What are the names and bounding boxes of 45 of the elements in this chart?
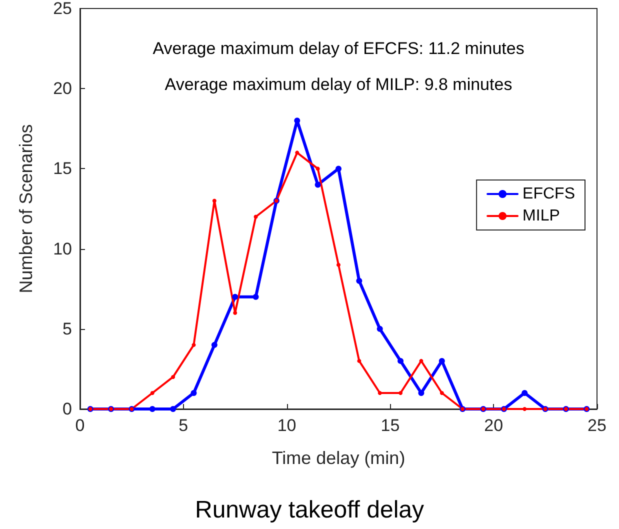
y-tick-label: 10 xyxy=(53,239,72,258)
annotation: Average maximum delay of EFCFS: 11.2 minutes xyxy=(152,39,524,58)
point xyxy=(356,278,362,284)
legend-label: MILP xyxy=(522,208,560,224)
point xyxy=(378,390,382,395)
y-axis-title: Number of Scenarios xyxy=(16,124,36,294)
point xyxy=(211,342,218,348)
text: Runway takeoff delay xyxy=(194,496,424,524)
point xyxy=(252,294,259,300)
point xyxy=(522,407,527,411)
x-tick-label: 25 xyxy=(588,416,606,435)
legend-label: EFCFS xyxy=(522,186,576,202)
point xyxy=(316,166,320,171)
annotation: Average maximum delay of MILP: 9.8 minutes xyxy=(164,75,512,94)
point xyxy=(398,358,404,364)
point xyxy=(314,182,321,188)
point xyxy=(376,326,383,332)
x-axis-title: Time delay (min) xyxy=(272,448,406,468)
point xyxy=(440,390,444,395)
x-tick-label: 0 xyxy=(75,416,85,435)
point xyxy=(233,310,238,315)
x-tick-label: 5 xyxy=(178,416,188,435)
point xyxy=(149,406,156,412)
y-tick-label: 15 xyxy=(53,159,72,178)
point xyxy=(170,406,176,412)
point xyxy=(150,390,154,395)
x-tick-label: 10 xyxy=(277,416,296,435)
y-tick-label: 20 xyxy=(53,79,72,98)
point xyxy=(232,294,238,300)
y-tick-label: 25 xyxy=(53,0,72,18)
point xyxy=(254,214,258,219)
point xyxy=(398,390,403,395)
point xyxy=(192,342,196,347)
point xyxy=(171,374,176,379)
point xyxy=(212,198,216,203)
x-tick-label: 15 xyxy=(380,416,400,435)
point xyxy=(522,390,528,396)
point xyxy=(336,262,340,267)
point xyxy=(357,358,362,363)
point xyxy=(295,150,300,155)
x-tick-label: 20 xyxy=(484,416,504,435)
y-tick-label: 5 xyxy=(62,319,72,338)
y-tick-label: 0 xyxy=(62,400,72,418)
point xyxy=(419,358,424,363)
point xyxy=(190,390,197,396)
